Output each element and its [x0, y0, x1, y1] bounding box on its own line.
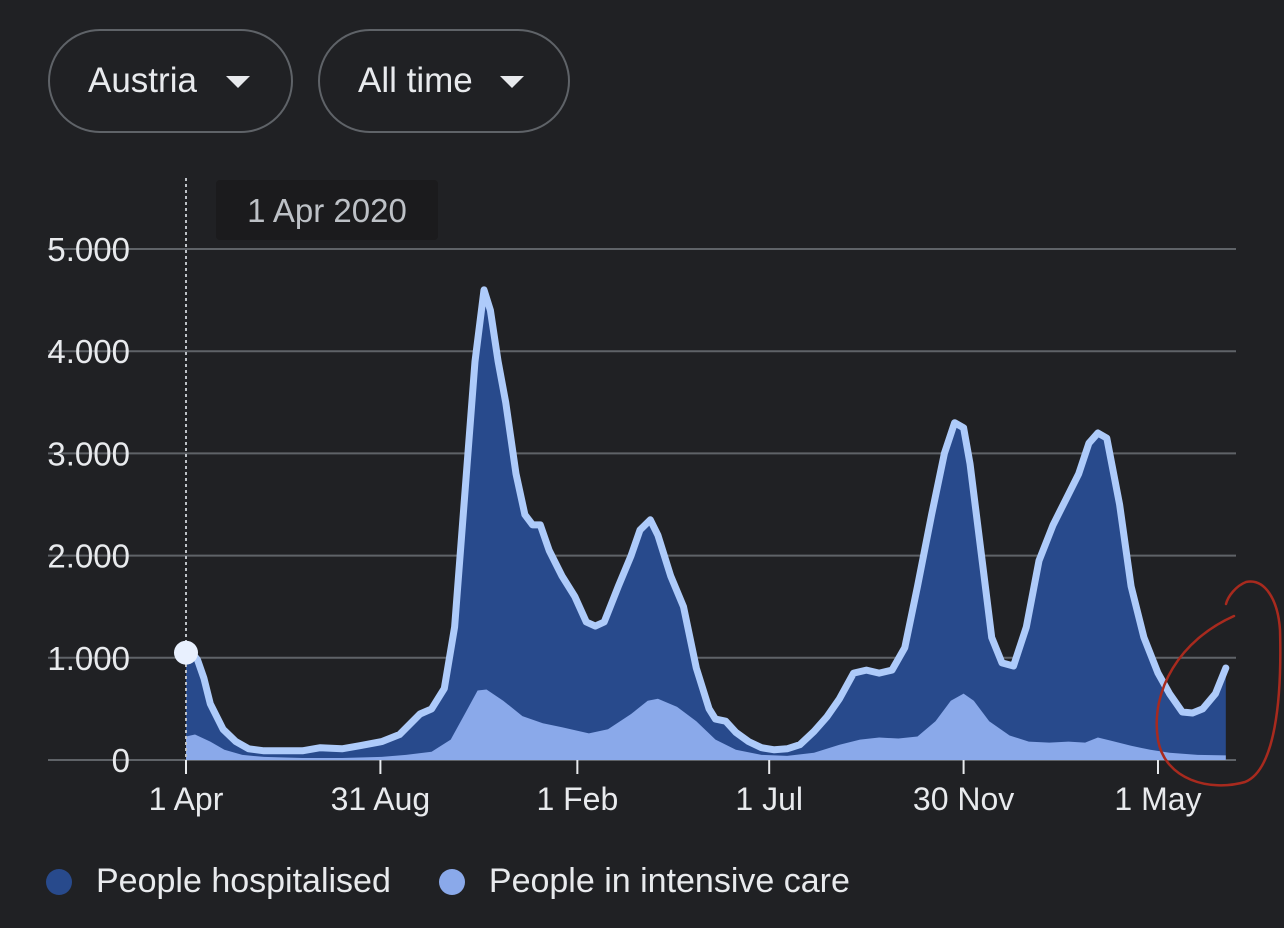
y-tick-label: 0: [112, 742, 130, 779]
chart[interactable]: 0 1.000 2.000 3.000 4.000 5.000 1 Apr 31 Aug 1 F…: [0, 0, 1284, 850]
series-line-hospitalised: [182, 286, 1230, 755]
region-dropdown[interactable]: Austria: [48, 29, 293, 133]
legend-item-intensive-care[interactable]: People in intensive care: [438, 862, 850, 901]
tooltip-box: [216, 180, 438, 240]
chart-annotation-layer: [1155, 580, 1282, 787]
annotation-circle: [1155, 580, 1282, 787]
x-tick-label: 1 Jul: [735, 781, 803, 817]
x-tick-label: 1 Feb: [536, 781, 618, 817]
x-tick-label: 31 Aug: [331, 781, 431, 817]
y-tick-label: 2.000: [47, 538, 130, 575]
legend-swatch-hospitalised: [46, 868, 72, 895]
chart-areas: [182, 286, 1230, 760]
caret-down-icon: [226, 76, 250, 88]
caret-down-icon: [500, 76, 524, 88]
series-area-hospitalised: [186, 289, 1226, 760]
series-area-intensive-care: [186, 689, 1226, 760]
y-tick-label: 4.000: [47, 333, 130, 370]
region-dropdown-label: Austria: [88, 61, 197, 100]
x-tick-label: 30 Nov: [913, 781, 1014, 817]
legend-item-hospitalised[interactable]: People hospitalised: [46, 862, 391, 901]
tooltip-date: 1 Apr 2020: [247, 192, 407, 229]
hover-point: [174, 640, 198, 665]
chart-axis-ticks: 0 1.000 2.000 3.000 4.000 5.000 1 Apr 31 Aug 1 F…: [47, 231, 1201, 817]
chart-tooltip-layer: 1 Apr 2020: [174, 178, 438, 760]
x-tick-label: 1 Apr: [149, 781, 224, 817]
time-range-dropdown[interactable]: All time: [318, 29, 570, 133]
x-tick-label: 1 May: [1114, 781, 1201, 817]
legend-label-intensive-care: People in intensive care: [488, 862, 850, 900]
legend-swatch-intensive-care: [438, 868, 465, 895]
y-tick-label: 1.000: [47, 640, 130, 677]
time-range-dropdown-label: All time: [358, 61, 473, 100]
chart-legend: People hospitalised People in intensive …: [46, 862, 898, 901]
y-tick-label: 3.000: [47, 435, 130, 472]
y-tick-label: 5.000: [47, 231, 130, 268]
legend-label-hospitalised: People hospitalised: [96, 862, 391, 900]
